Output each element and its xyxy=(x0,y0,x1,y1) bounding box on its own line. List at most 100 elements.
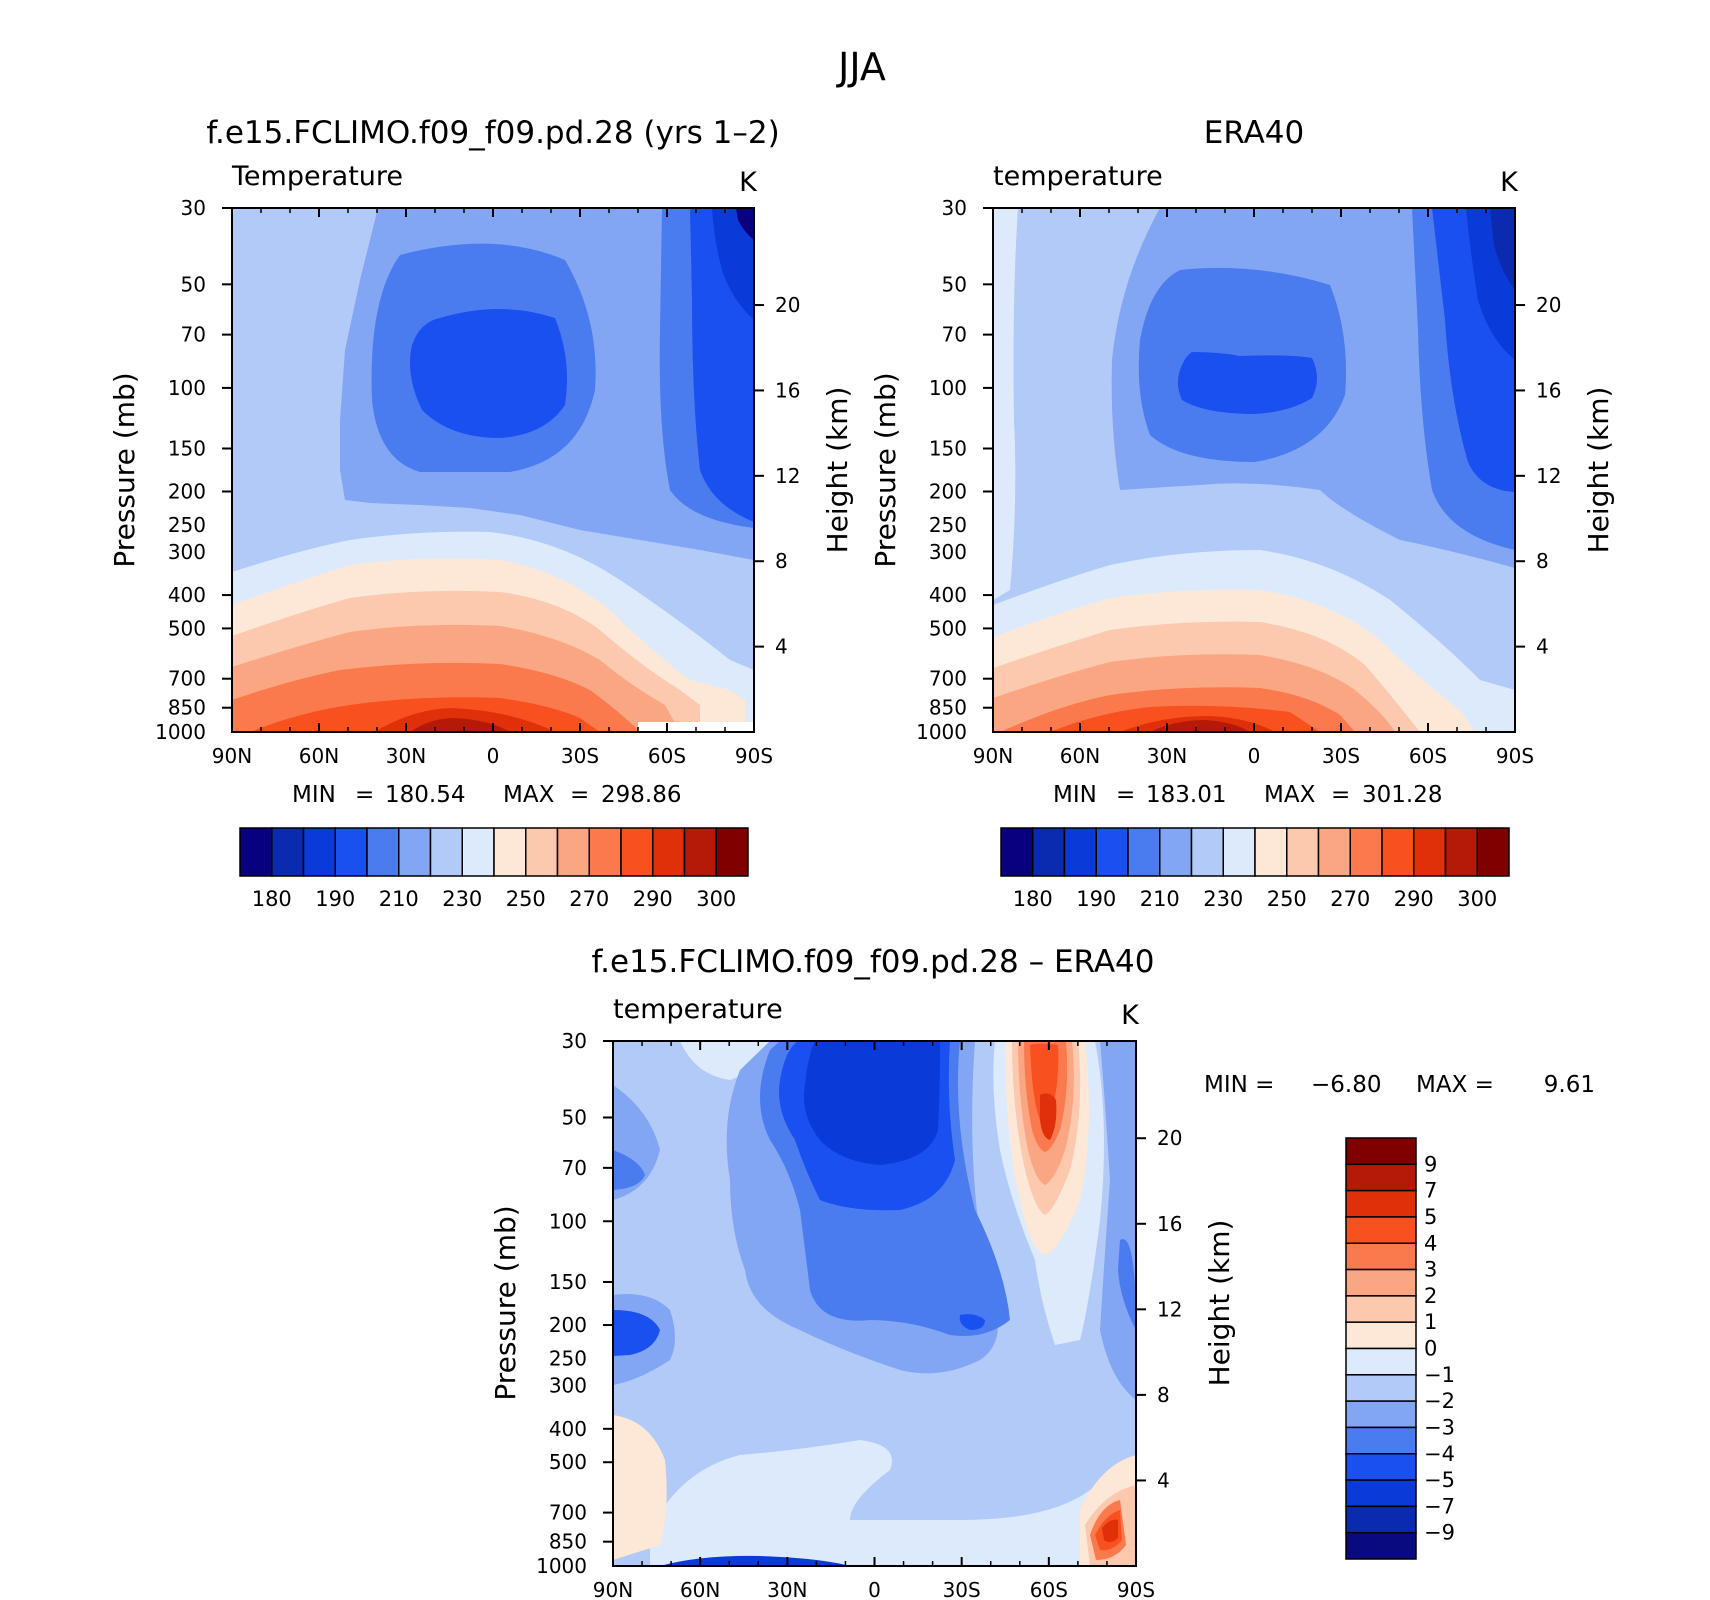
x-tick-label: 60N xyxy=(299,744,339,768)
height-tick-label: 16 xyxy=(775,378,800,402)
height-tick-label: 4 xyxy=(1536,635,1549,659)
colorbar-box xyxy=(1159,827,1193,877)
height-tick-label: 12 xyxy=(1157,1297,1182,1321)
colorbar-box xyxy=(302,827,336,877)
y-tick-label: 850 xyxy=(168,696,206,720)
model-band-6 xyxy=(712,208,754,320)
colorbar-label: −2 xyxy=(1424,1389,1455,1413)
panel-era40: ERA40 temperature K 90N 60N 30N 0 30S 60S 90S 3… xyxy=(869,115,1615,911)
diff-band-21 xyxy=(613,1415,667,1560)
y-tick-label: 100 xyxy=(929,376,967,400)
panel-era40-min-eq: = xyxy=(1116,782,1135,808)
colorbar-label: 270 xyxy=(569,887,609,911)
height-tick-label: 12 xyxy=(1536,464,1561,488)
colorbar-box xyxy=(1345,1531,1417,1560)
panel-model-variable-label: Temperature xyxy=(231,161,403,192)
panel-model-colorbar: 180 190 210 230 250 270 290 300 xyxy=(239,827,749,911)
height-tick-label: 4 xyxy=(775,635,788,659)
y-tick-label: 250 xyxy=(168,513,206,537)
panel-model-ticks: 90N 60N 30N 0 30S 60S 90S 30 50 70 100 150 200 250 300… xyxy=(155,196,800,768)
panel-era40-max-label: MAX xyxy=(1264,782,1316,808)
colorbar-box xyxy=(1345,1347,1417,1376)
x-tick-label: 0 xyxy=(487,744,500,768)
colorbar-box xyxy=(1413,827,1447,877)
colorbar-label: 300 xyxy=(1457,887,1497,911)
x-tick-label: 90S xyxy=(735,744,773,768)
height-tick-label: 20 xyxy=(1536,293,1561,317)
y-tick-label: 500 xyxy=(549,1450,587,1474)
x-tick-label: 30S xyxy=(561,744,599,768)
height-tick-label: 20 xyxy=(1157,1126,1182,1150)
y-tick-label: 500 xyxy=(168,616,206,640)
height-tick-label: 16 xyxy=(1157,1212,1182,1236)
colorbar-box xyxy=(1317,827,1351,877)
era40-band-4 xyxy=(1177,352,1317,414)
colorbar-label: 210 xyxy=(1140,887,1180,911)
colorbar-box xyxy=(1095,827,1129,877)
y-tick-label: 850 xyxy=(929,696,967,720)
panel-diff-min-value: −6.80 xyxy=(1311,1072,1381,1098)
y-tick-label: 150 xyxy=(929,437,967,461)
colorbar-box xyxy=(1127,827,1161,877)
height-tick-label: 16 xyxy=(1536,378,1561,402)
y-tick-label: 150 xyxy=(549,1270,587,1294)
diff-band-10 xyxy=(613,1310,660,1356)
diff-band-20 xyxy=(650,1440,1136,1566)
y-tick-label: 250 xyxy=(549,1346,587,1370)
x-tick-label: 90S xyxy=(1117,1578,1155,1600)
y-tick-label: 700 xyxy=(929,667,967,691)
panel-diff-min-label: MIN = xyxy=(1204,1072,1274,1098)
panel-model-min-value: 180.54 xyxy=(385,782,465,808)
colorbar-label: 5 xyxy=(1424,1205,1437,1229)
colorbar-label: 250 xyxy=(506,887,546,911)
panel-model-field xyxy=(232,208,754,732)
colorbar-box xyxy=(1222,827,1256,877)
y-tick-label: 700 xyxy=(168,667,206,691)
colorbar-box xyxy=(239,827,273,877)
y-tick-label: 70 xyxy=(562,1156,587,1180)
height-tick-label: 8 xyxy=(1536,549,1549,573)
x-tick-label: 60N xyxy=(1060,744,1100,768)
y-tick-label: 250 xyxy=(929,513,967,537)
x-tick-label: 0 xyxy=(868,1578,881,1600)
colorbar-box xyxy=(1345,1163,1417,1192)
x-tick-label: 30N xyxy=(386,744,426,768)
panel-diff-variable-label: temperature xyxy=(613,994,783,1025)
colorbar-box xyxy=(1032,827,1066,877)
panel-era40-field xyxy=(993,208,1515,732)
colorbar-label: −9 xyxy=(1424,1521,1455,1545)
x-tick-label: 0 xyxy=(1248,744,1261,768)
colorbar-box xyxy=(493,827,527,877)
model-band-3 xyxy=(409,309,568,438)
diff-band-17 xyxy=(1040,1093,1057,1140)
colorbar-box xyxy=(683,827,717,877)
colorbar-label: 2 xyxy=(1424,1284,1437,1308)
colorbar-label: −4 xyxy=(1424,1442,1455,1466)
x-tick-label: 90N xyxy=(212,744,252,768)
colorbar-box xyxy=(1063,827,1097,877)
x-tick-label: 30N xyxy=(1147,744,1187,768)
panel-era40-min-value: 183.01 xyxy=(1146,782,1226,808)
colorbar-label: −7 xyxy=(1424,1494,1455,1518)
colorbar-box xyxy=(1345,1189,1417,1218)
y-tick-label: 200 xyxy=(549,1313,587,1337)
colorbar-label: 180 xyxy=(1013,887,1053,911)
y-tick-label: 1000 xyxy=(916,720,967,744)
x-tick-label: 60S xyxy=(1409,744,1447,768)
colorbar-label: −5 xyxy=(1424,1468,1455,1492)
colorbar-box xyxy=(271,827,305,877)
y-tick-label: 150 xyxy=(168,437,206,461)
colorbar-box xyxy=(1381,827,1415,877)
y-tick-label: 100 xyxy=(549,1209,587,1233)
y-tick-label: 850 xyxy=(549,1530,587,1554)
x-tick-label: 60N xyxy=(680,1578,720,1600)
colorbar-box xyxy=(1190,827,1224,877)
x-tick-label: 90N xyxy=(593,1578,633,1600)
panel-era40-units-label: K xyxy=(1500,167,1519,198)
y-tick-label: 400 xyxy=(929,583,967,607)
panel-era40-title: ERA40 xyxy=(1204,115,1305,151)
panel-model-max-value: 298.86 xyxy=(601,782,681,808)
x-tick-label: 90N xyxy=(973,744,1013,768)
y-tick-label: 700 xyxy=(549,1501,587,1525)
colorbar-box xyxy=(1286,827,1320,877)
